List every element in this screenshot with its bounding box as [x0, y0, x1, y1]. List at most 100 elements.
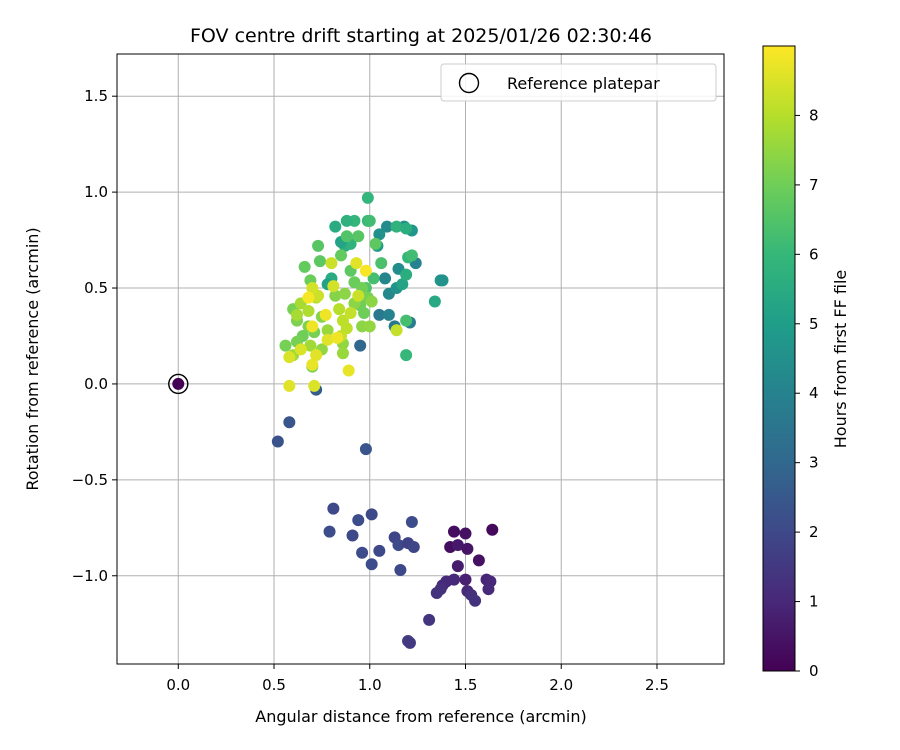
- data-point: [323, 525, 336, 538]
- data-point: [283, 416, 296, 429]
- data-point: [310, 349, 323, 362]
- plot-frame: [116, 53, 725, 665]
- data-point: [405, 249, 418, 262]
- y-tick-label: 0.0: [84, 375, 108, 393]
- data-point: [400, 268, 413, 281]
- data-point: [400, 349, 413, 362]
- data-point: [279, 339, 292, 352]
- data-point: [325, 257, 338, 270]
- data-point: [356, 546, 369, 559]
- data-point: [335, 249, 348, 262]
- data-point: [428, 295, 441, 308]
- colorbar-tick-label: 3: [809, 454, 819, 472]
- legend-box: [440, 63, 717, 102]
- data-point: [298, 260, 311, 273]
- colorbar-tick-label: 6: [809, 245, 819, 263]
- y-axis-ticks: −1.0 −0.5 0.0 0.5 1.0 1.5: [72, 87, 117, 585]
- y-tick-label: −0.5: [72, 471, 108, 489]
- data-point: [354, 339, 367, 352]
- x-tick-label: 2.5: [645, 676, 669, 694]
- colorbar-label: Hours from first FF file: [831, 270, 850, 449]
- colorbar-tick-label: 4: [809, 384, 819, 402]
- data-point: [363, 320, 376, 333]
- data-point: [294, 343, 307, 356]
- data-point: [340, 230, 353, 243]
- data-point: [461, 542, 474, 555]
- data-point: [373, 544, 386, 557]
- colorbar-tick-label: 7: [809, 176, 819, 194]
- colorbar-tick-label: 1: [809, 593, 819, 611]
- colorbar-tick-label: 2: [809, 523, 819, 541]
- colorbar-tick-label: 0: [809, 662, 819, 680]
- x-tick-label: 0.0: [166, 676, 190, 694]
- data-point: [306, 320, 319, 333]
- data-point: [271, 435, 284, 448]
- colorbar-tick-label: 8: [809, 106, 819, 124]
- data-point: [365, 508, 378, 521]
- grid-lines: [117, 54, 724, 664]
- data-point: [423, 613, 436, 626]
- data-point: [321, 324, 334, 337]
- data-point: [407, 540, 420, 553]
- data-point: [340, 214, 353, 227]
- data-point: [312, 239, 325, 252]
- x-tick-label: 1.5: [454, 676, 478, 694]
- data-point: [363, 214, 376, 227]
- data-point: [327, 280, 340, 293]
- data-point: [352, 289, 365, 302]
- y-axis-label: Rotation from reference (arcmin): [23, 227, 42, 490]
- reference-platepar-marker: [168, 373, 189, 395]
- data-point: [306, 358, 319, 371]
- data-point: [373, 228, 386, 241]
- colorbar-gradient: [762, 45, 796, 672]
- data-point: [342, 364, 355, 377]
- data-point: [451, 560, 464, 573]
- data-point: [373, 308, 386, 321]
- data-point: [358, 306, 371, 319]
- data-point: [304, 339, 317, 352]
- chart-title: FOV centre drift starting at 2025/01/26 …: [190, 25, 652, 47]
- data-point: [327, 502, 340, 515]
- data-point: [361, 191, 374, 204]
- data-point: [350, 257, 363, 270]
- data-point: [459, 573, 472, 586]
- legend: Reference platepar: [440, 63, 717, 102]
- data-point: [392, 539, 405, 552]
- colorbar-tick-label: 5: [809, 315, 819, 333]
- x-axis-ticks: 0.0 0.5 1.0 1.5 2.0 2.5: [166, 664, 669, 694]
- colorbar-ticks: 0 1 2 3 4 5 6 7 8: [795, 106, 819, 680]
- data-point: [451, 539, 464, 552]
- data-point: [430, 587, 443, 600]
- y-tick-label: 1.0: [84, 183, 108, 201]
- data-point: [283, 351, 296, 364]
- data-point: [172, 377, 185, 390]
- data-point: [459, 527, 472, 540]
- data-point: [321, 333, 334, 346]
- data-point: [380, 220, 393, 233]
- x-tick-label: 2.0: [549, 676, 573, 694]
- data-point: [306, 282, 319, 295]
- x-tick-label: 0.5: [262, 676, 286, 694]
- colorbar: 0 1 2 3 4 5 6 7 8 Hours from first FF file: [762, 45, 850, 680]
- data-point: [396, 278, 409, 291]
- data-point: [403, 636, 416, 649]
- x-axis-label: Angular distance from reference (arcmin): [255, 707, 586, 726]
- data-point: [352, 514, 365, 527]
- data-point: [359, 443, 372, 456]
- data-point: [486, 523, 499, 536]
- data-point: [331, 331, 344, 344]
- data-point: [283, 379, 296, 392]
- legend-marker-reference: [458, 72, 480, 94]
- data-point: [338, 287, 351, 300]
- y-tick-label: −1.0: [72, 567, 108, 585]
- data-point: [379, 272, 392, 285]
- data-point: [302, 305, 315, 318]
- data-point: [482, 583, 495, 596]
- data-point: [329, 220, 342, 233]
- data-point: [369, 237, 382, 250]
- data-point: [394, 564, 407, 577]
- data-points: [168, 191, 499, 649]
- data-point: [448, 525, 461, 538]
- data-point: [375, 257, 388, 270]
